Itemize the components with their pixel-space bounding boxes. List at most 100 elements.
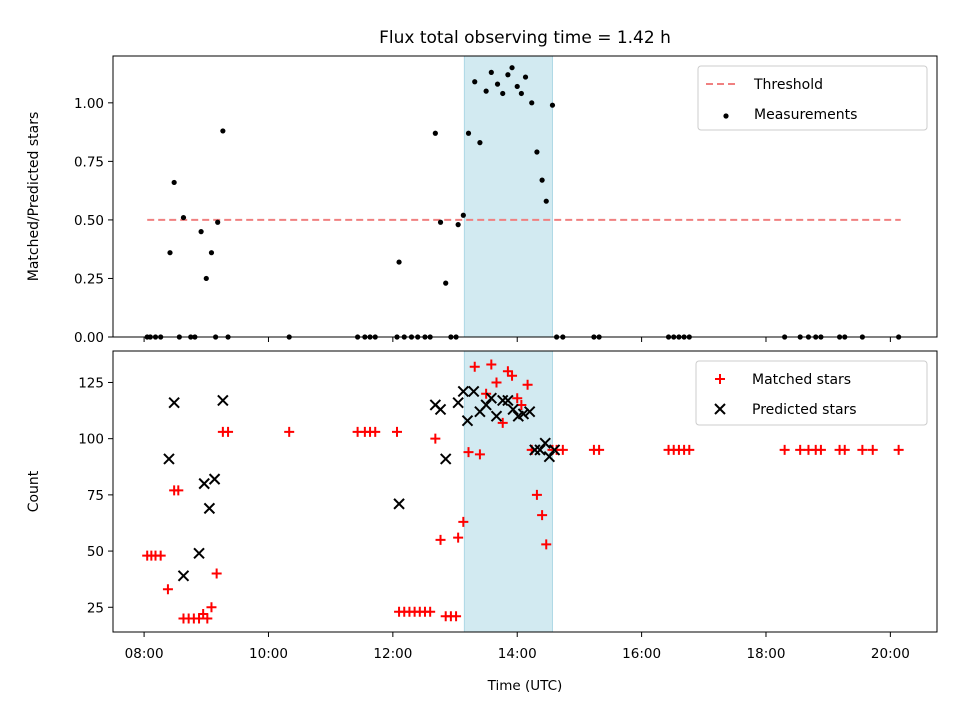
top-y-tick-label: 0.50 [74,213,104,229]
top-y-tick-label: 0.00 [74,330,104,346]
legend-measurement-swatch [723,113,729,119]
matched-star-point [474,449,485,460]
bottom-series-predicted-stars [163,385,561,582]
predicted-star-point [480,399,492,411]
matched-star-point [425,606,436,617]
predicted-star-point [517,408,530,420]
measurement-point [437,219,444,225]
measurement-point [549,102,556,108]
predicted-star-point [193,547,205,560]
matched-star-point [486,359,497,370]
predicted-star-point [507,403,519,416]
matched-star-point [202,613,213,624]
bottom-y-tick-label: 25 [87,600,104,616]
matched-star-point [857,444,868,455]
bottom-x-tick-label: 08:00 [125,646,164,662]
matched-star-point [451,611,462,622]
predicted-star-point [440,453,452,465]
bottom-x-tick-label: 12:00 [373,646,412,662]
bottom-y-tick-label: 50 [87,544,104,560]
measurement-point [396,259,402,265]
matched-star-point [522,379,533,390]
bottom-y-tick-label: 75 [87,488,104,504]
top-legend: Threshold Measurements [697,65,928,131]
measurement-point [483,88,489,94]
bottom-x-tick-label: 14:00 [498,646,537,662]
matched-star-point [162,584,173,595]
measurement-point [539,177,545,183]
predicted-star-point [452,396,464,409]
measurement-point [460,212,466,218]
measurement-point [488,69,494,75]
bottom-highlight-span [463,350,553,633]
predicted-star-point [497,394,509,407]
bottom-x-tick-label: 20:00 [871,646,910,662]
measurement-point [220,128,226,134]
matched-star-point [531,489,542,500]
measurement-point [465,130,472,136]
measurement-point [534,149,540,155]
measurement-point [500,90,506,97]
bottom-y-tick-label: 125 [78,375,104,391]
predicted-star-point [457,385,470,398]
matched-star-point [173,485,184,496]
matched-star-point [541,539,552,550]
predicted-star-point [467,385,480,398]
measurement-point [180,214,187,221]
measurement-point [494,81,501,87]
matched-star-point [557,444,568,455]
measurement-point [518,90,524,97]
measurement-point [455,222,461,228]
matched-star-point [430,433,441,444]
measurement-point [215,219,221,225]
measurement-point [472,79,478,85]
chart-title: Flux total observing time = 1.42 h [379,28,671,48]
predicted-star-point [490,410,503,422]
measurement-point [203,275,209,282]
measurement-point [505,72,511,78]
predicted-star-point [203,502,216,515]
measurement-point [529,100,535,106]
predicted-star-point [461,414,474,427]
matched-star-point [867,444,878,455]
legend-label: Threshold [753,77,823,93]
measurement-point [509,65,515,71]
top-y-axis-label: Matched/Predicted stars [26,112,42,282]
bottom-y-axis-label: Count [26,470,42,512]
matched-star-point [435,534,446,545]
predicted-star-point [434,403,447,416]
matched-star-point [594,444,605,455]
measurement-point [522,74,529,80]
measurement-point [198,229,204,235]
matched-star-point [223,426,234,437]
predicted-star-point [168,396,180,409]
measurement-point [443,280,449,286]
predicted-star-point [177,570,190,582]
predicted-star-point [534,444,546,456]
measurement-point [171,179,177,186]
matched-star-point [463,447,474,458]
matched-star-point [211,568,222,579]
predicted-star-point [529,444,541,456]
matched-star-point [458,516,469,527]
predicted-star-point [523,405,536,418]
bottom-series-matched-stars [142,359,904,624]
predicted-star-point [485,392,498,404]
top-y-tick-label: 1.00 [74,96,104,112]
top-panel: 0.00 0.25 0.50 0.75 1.00 Matched/Predicted st… [26,55,938,346]
bottom-x-tick-label: 16:00 [622,646,661,662]
predicted-star-point [548,444,561,456]
matched-star-point [779,444,790,455]
bottom-legend-box [695,360,928,426]
predicted-star-point [217,394,229,407]
predicted-star-point [198,477,210,490]
top-axes-frame [112,55,938,338]
bottom-panel: 25 50 75 100 125 08:00 10:00 12:00 14:00 16:00 18:… [26,350,938,662]
matched-star-point [453,532,464,543]
matched-star-point [497,417,508,428]
matched-star-point [512,393,523,404]
predicted-star-point [543,450,556,463]
bottom-x-tick-label: 10:00 [249,646,288,662]
legend-label: Matched stars [752,372,851,388]
